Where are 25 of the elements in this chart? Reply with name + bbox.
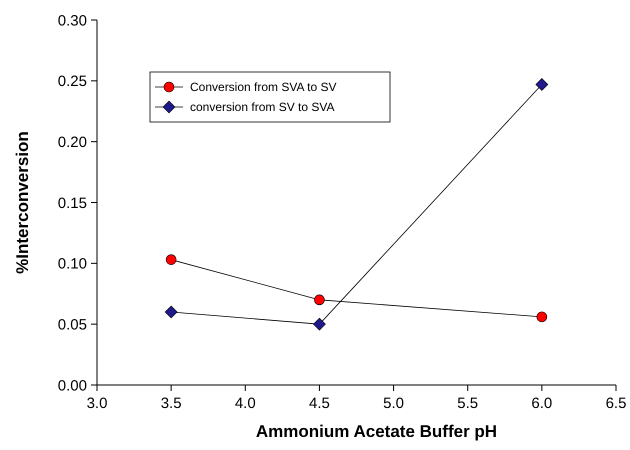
- point: [314, 294, 325, 306]
- y-tick-label: 0.25: [58, 73, 87, 90]
- x-tick-label: 3.0: [86, 395, 108, 412]
- x-tick-label: 5.5: [457, 395, 478, 412]
- x-tick-label: 4.0: [234, 395, 256, 412]
- legend-label: Conversion from SVA to SV: [190, 80, 337, 94]
- point: [164, 306, 178, 318]
- x-tick-label: 4.5: [309, 395, 330, 412]
- y-tick-label: 0.20: [58, 134, 87, 151]
- y-tick-label: 0.15: [58, 194, 87, 212]
- y-tick-label: 0.10: [58, 256, 87, 273]
- point: [536, 312, 548, 322]
- point: [313, 318, 326, 330]
- y-axis-title: %Interconversion: [13, 131, 32, 274]
- x-tick-label: 5.0: [383, 395, 404, 412]
- y-tick-label: 0.30: [58, 12, 87, 30]
- x-tick-label: 3.5: [160, 395, 182, 412]
- y-tick-label: 0.05: [58, 316, 87, 334]
- x-tick-label: 6.5: [606, 395, 626, 412]
- x-tick-label: 6.0: [531, 395, 552, 412]
- x-axis-title: Ammonium Acetate Buffer pH: [256, 422, 498, 441]
- point: [166, 254, 176, 265]
- y-tick-label: 0.00: [58, 377, 87, 394]
- point: [536, 78, 548, 91]
- legend-label: conversion from SV to SVA: [190, 100, 335, 114]
